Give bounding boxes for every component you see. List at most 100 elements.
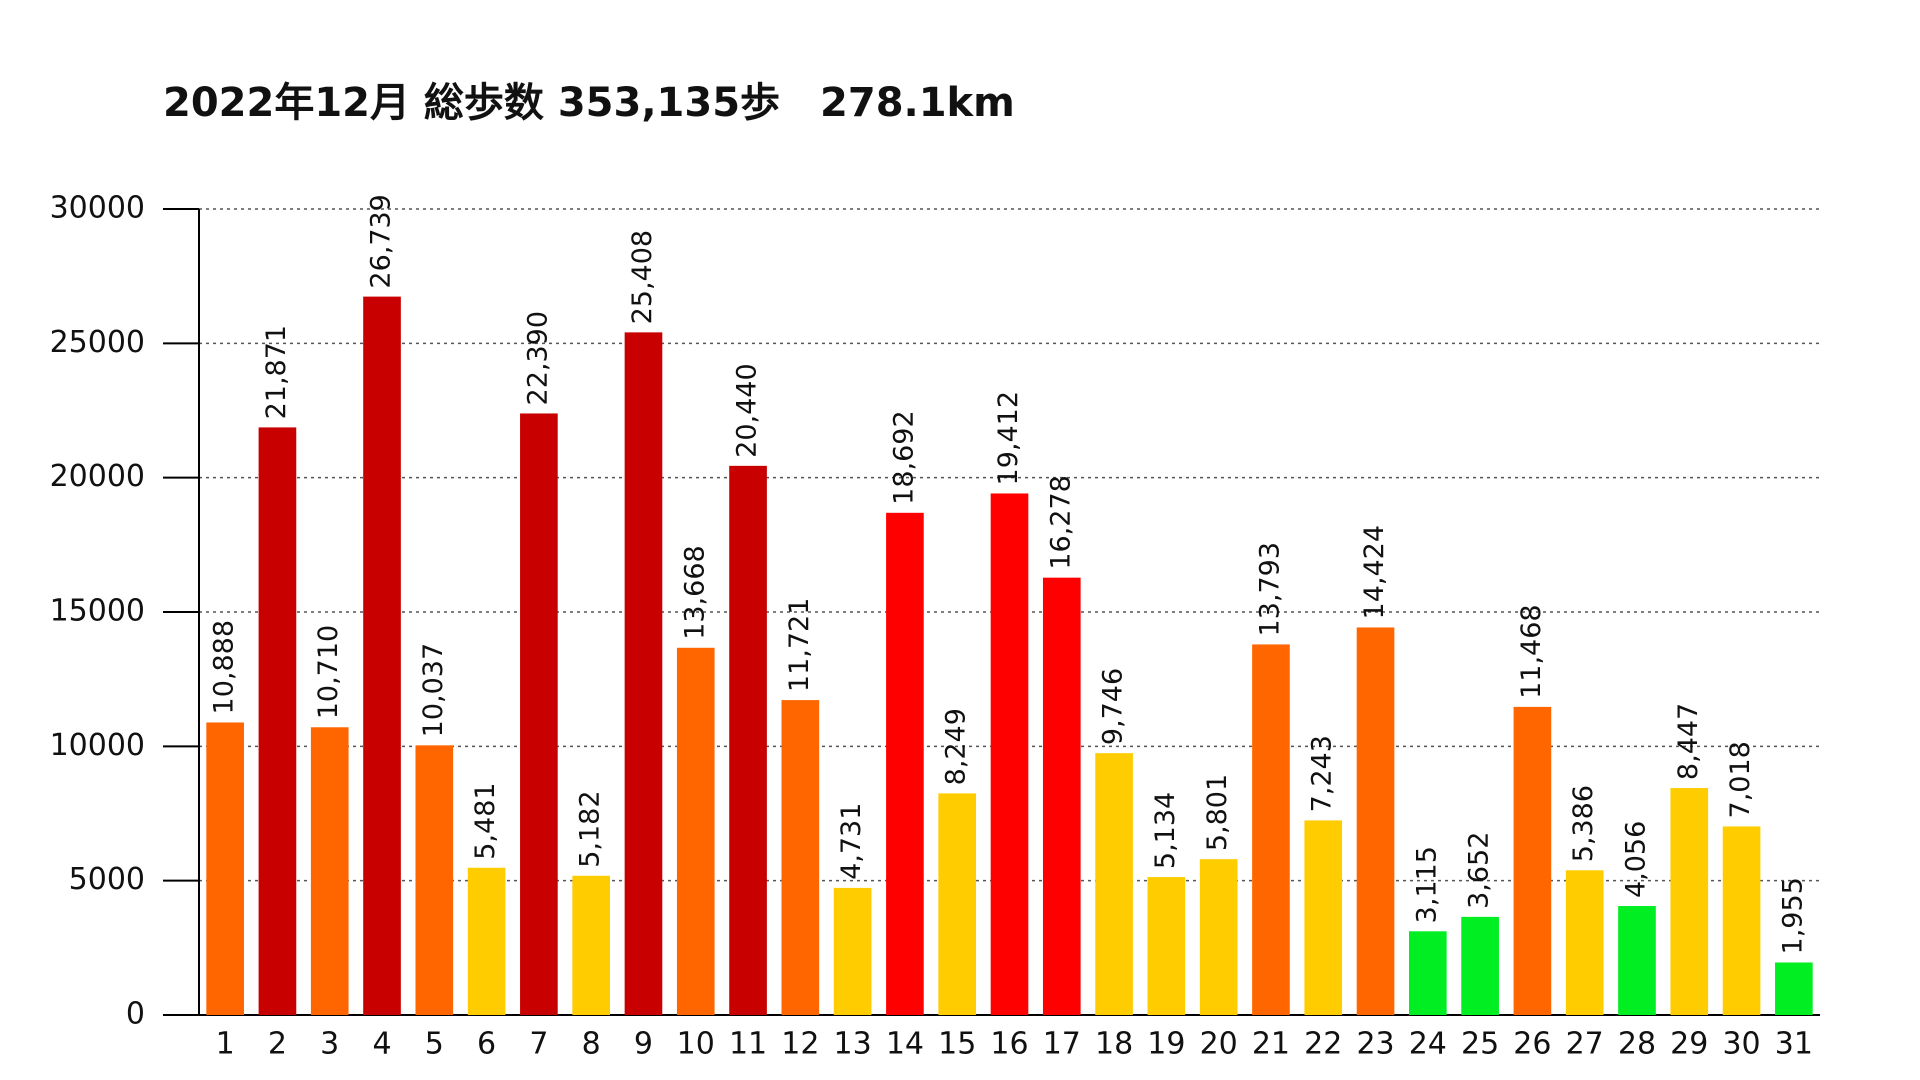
- x-tick-label: 28: [1618, 1027, 1656, 1062]
- value-label: 10,888: [209, 620, 240, 714]
- bar: [467, 867, 506, 1015]
- value-label: 26,739: [366, 194, 397, 288]
- value-label: 4,056: [1620, 821, 1651, 898]
- value-label: 7,018: [1725, 741, 1756, 818]
- x-tick-label: 10: [677, 1027, 715, 1062]
- value-label: 3,652: [1464, 832, 1495, 909]
- value-label: 20,440: [732, 363, 763, 457]
- bar: [310, 727, 349, 1015]
- x-tick-label: 30: [1722, 1027, 1760, 1062]
- x-tick-label: 13: [834, 1027, 872, 1062]
- bar: [258, 427, 297, 1015]
- x-tick-label: 26: [1513, 1027, 1551, 1062]
- value-label: 5,182: [575, 790, 606, 867]
- x-tick-label: 6: [477, 1027, 496, 1062]
- x-tick-label: 2: [268, 1027, 287, 1062]
- bar: [781, 700, 820, 1015]
- bar: [1042, 577, 1081, 1015]
- bar: [1408, 931, 1447, 1015]
- bar: [1461, 916, 1499, 1015]
- value-label: 13,793: [1254, 542, 1285, 636]
- x-tick-label: 3: [320, 1027, 339, 1062]
- value-label: 4,731: [836, 803, 867, 880]
- value-label: 19,412: [993, 391, 1024, 485]
- x-tick-label: 24: [1409, 1027, 1447, 1062]
- value-label: 11,721: [784, 598, 815, 692]
- x-tick-label: 20: [1200, 1027, 1238, 1062]
- value-label: 5,481: [470, 782, 501, 859]
- value-label: 3,115: [1411, 846, 1442, 923]
- x-tick-label: 27: [1566, 1027, 1604, 1062]
- y-tick-label: 20000: [50, 459, 145, 494]
- x-tick-label: 18: [1095, 1027, 1133, 1062]
- value-label: 14,424: [1359, 525, 1390, 619]
- y-tick-label: 0: [126, 997, 145, 1032]
- value-label: 5,134: [1150, 792, 1181, 869]
- chart-title: 2022年12月 総歩数 353,135歩 278.1km: [163, 80, 1015, 126]
- value-label: 7,243: [1307, 735, 1338, 812]
- x-tick-label: 17: [1043, 1027, 1081, 1062]
- bar: [1722, 826, 1761, 1015]
- value-label: 25,408: [627, 230, 658, 324]
- bar: [1147, 877, 1186, 1015]
- value-label: 5,801: [1202, 774, 1233, 851]
- bar: [1565, 870, 1604, 1015]
- value-label: 8,447: [1673, 703, 1704, 780]
- x-tick-label: 12: [781, 1027, 819, 1062]
- bar: [1252, 644, 1290, 1015]
- bar: [990, 493, 1029, 1016]
- bar: [676, 647, 715, 1015]
- bar: [938, 793, 977, 1015]
- y-tick-label: 5000: [69, 862, 145, 897]
- bar: [363, 296, 401, 1016]
- x-tick-label: 31: [1775, 1027, 1813, 1062]
- bar: [1670, 788, 1709, 1015]
- bar: [1513, 706, 1552, 1015]
- bar: [729, 465, 767, 1015]
- value-label: 13,668: [679, 545, 710, 639]
- x-tick-label: 1: [216, 1027, 235, 1062]
- bar: [833, 887, 872, 1015]
- x-tick-label: 25: [1461, 1027, 1499, 1062]
- value-label: 21,871: [261, 325, 292, 419]
- x-tick-label: 9: [634, 1027, 653, 1062]
- x-tick-label: 15: [938, 1027, 976, 1062]
- x-tick-label: 14: [886, 1027, 924, 1062]
- bar: [1304, 820, 1343, 1015]
- x-tick-label: 29: [1670, 1027, 1708, 1062]
- value-label: 18,692: [888, 410, 919, 504]
- x-tick-label: 21: [1252, 1027, 1290, 1062]
- x-tick-label: 16: [990, 1027, 1028, 1062]
- bar: [624, 332, 663, 1016]
- bar: [1356, 627, 1395, 1015]
- y-tick-label: 15000: [50, 594, 145, 629]
- value-label: 9,746: [1098, 668, 1129, 745]
- x-tick-label: 19: [1147, 1027, 1185, 1062]
- x-tick-label: 7: [529, 1027, 548, 1062]
- bar: [1775, 962, 1813, 1015]
- x-tick-label: 5: [425, 1027, 444, 1062]
- value-label: 10,710: [313, 625, 344, 719]
- value-label: 16,278: [1045, 475, 1076, 569]
- value-label: 5,386: [1568, 785, 1599, 862]
- x-tick-label: 4: [372, 1027, 391, 1062]
- y-tick-label: 25000: [50, 325, 145, 360]
- bar: [1095, 753, 1133, 1015]
- value-label: 22,390: [522, 311, 553, 405]
- bar: [206, 722, 244, 1015]
- x-tick-label: 22: [1304, 1027, 1342, 1062]
- bar: [1199, 859, 1238, 1015]
- value-label: 10,037: [418, 643, 449, 737]
- bar: [415, 745, 454, 1015]
- value-label: 11,468: [1516, 604, 1547, 698]
- bar: [572, 875, 611, 1015]
- x-tick-label: 8: [582, 1027, 601, 1062]
- y-tick-label: 30000: [50, 191, 145, 226]
- y-tick-label: 10000: [50, 728, 145, 763]
- bar: [520, 413, 558, 1015]
- value-label: 1,955: [1777, 877, 1808, 954]
- x-tick-label: 23: [1356, 1027, 1394, 1062]
- value-label: 8,249: [941, 708, 972, 785]
- bar: [886, 512, 924, 1015]
